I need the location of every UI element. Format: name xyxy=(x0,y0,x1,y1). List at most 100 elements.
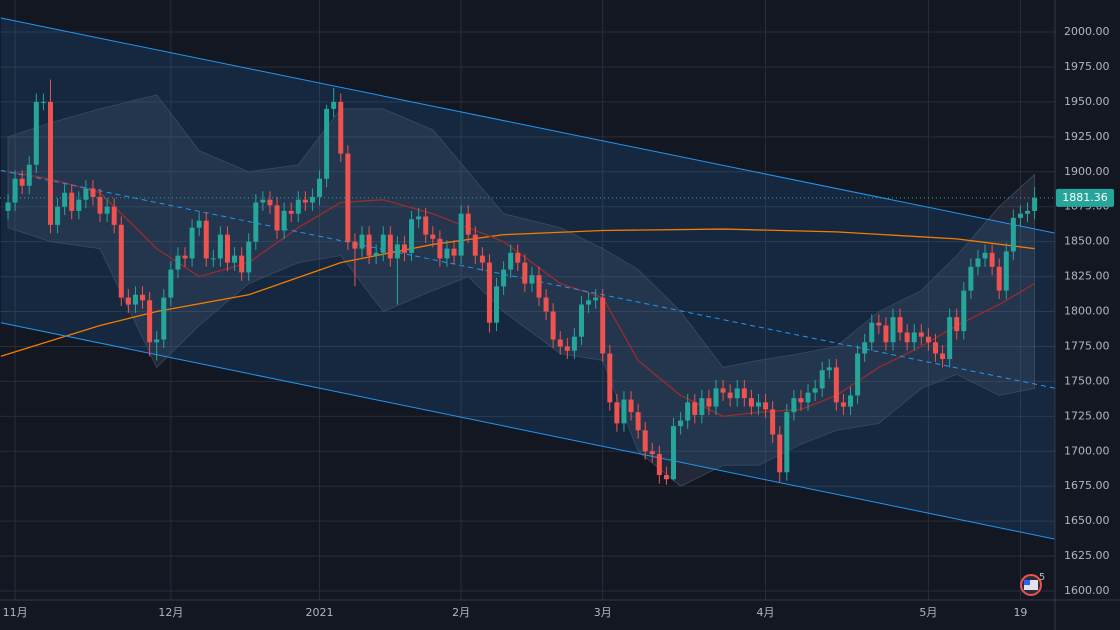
candle-body xyxy=(118,224,124,298)
candle-body xyxy=(890,317,896,343)
candle-body xyxy=(586,300,592,305)
candle-body xyxy=(763,402,769,410)
candle-body xyxy=(713,388,719,407)
candle-body xyxy=(409,219,415,253)
x-tick-label: 2021 xyxy=(306,606,334,619)
candle-body xyxy=(1003,251,1009,291)
candle-body xyxy=(76,199,82,211)
candle-body xyxy=(501,269,507,287)
candle-body xyxy=(848,395,854,407)
candle-body xyxy=(975,258,981,267)
y-tick-label: 1650.00 xyxy=(1064,514,1110,527)
candle-body xyxy=(380,234,386,253)
candle-body xyxy=(69,192,75,211)
candle-body xyxy=(12,178,18,203)
candle-body xyxy=(189,227,195,259)
plot-area xyxy=(0,0,1055,600)
candle-body xyxy=(423,216,429,235)
candle-body xyxy=(550,311,556,340)
candle-body xyxy=(777,434,783,473)
y-tick-label: 1950.00 xyxy=(1064,95,1110,108)
candle-body xyxy=(614,402,620,424)
candle-body xyxy=(621,399,627,424)
candle-body xyxy=(947,317,953,360)
candle-body xyxy=(982,252,988,259)
candle-body xyxy=(932,342,938,354)
candle-body xyxy=(720,388,726,393)
candle-body xyxy=(635,412,641,431)
x-tick-label: 3月 xyxy=(594,606,612,619)
badge-count: 5 xyxy=(1039,572,1045,583)
candle-body xyxy=(352,241,358,249)
candle-body xyxy=(961,290,967,332)
x-tick-label: 19 xyxy=(1013,606,1027,619)
candle-body xyxy=(494,286,500,323)
y-tick-label: 1750.00 xyxy=(1064,374,1110,387)
candle-body xyxy=(111,206,117,225)
candle-body xyxy=(564,346,570,351)
candle-body xyxy=(97,196,103,214)
candle-body xyxy=(302,199,308,203)
candle-body xyxy=(840,402,846,407)
candle-body xyxy=(387,234,393,259)
candle-body xyxy=(373,252,379,256)
candle-body xyxy=(40,101,46,103)
candle-body xyxy=(862,342,868,354)
candle-body xyxy=(1025,210,1031,214)
candle-body xyxy=(5,202,11,211)
candle-body xyxy=(338,101,344,154)
candle-body xyxy=(925,336,931,343)
candle-body xyxy=(855,353,861,396)
x-tick-label: 11月 xyxy=(3,606,28,619)
candle-body xyxy=(246,241,252,273)
candle-body xyxy=(791,398,797,413)
candle-body xyxy=(317,178,323,197)
candle-body xyxy=(954,317,960,332)
x-tick-label: 12月 xyxy=(158,606,183,619)
candle-body xyxy=(968,266,974,291)
candle-body xyxy=(331,101,337,109)
x-tick-label: 2月 xyxy=(452,606,470,619)
candle-body xyxy=(486,262,492,323)
candle-body xyxy=(593,297,599,301)
candle-body xyxy=(706,398,712,407)
candle-body xyxy=(819,370,825,389)
y-tick-label: 1600.00 xyxy=(1064,584,1110,597)
candle-body xyxy=(19,178,25,186)
candle-body xyxy=(911,332,917,343)
candle-body xyxy=(536,275,542,298)
candle-body xyxy=(663,475,669,480)
candle-body xyxy=(324,108,330,179)
candle-body xyxy=(253,202,259,242)
candle-body xyxy=(741,388,747,399)
candle-body xyxy=(267,199,273,206)
candle-body xyxy=(671,426,677,480)
candle-body xyxy=(345,153,351,242)
candle-body xyxy=(557,339,563,347)
session-badge[interactable]: 5 xyxy=(1020,572,1045,596)
candle-body xyxy=(876,322,882,326)
candle-body xyxy=(26,164,32,186)
candle-body xyxy=(1017,213,1023,218)
candle-body xyxy=(47,101,53,225)
candle-body xyxy=(217,234,223,259)
candle-body xyxy=(607,353,613,403)
y-tick-label: 1700.00 xyxy=(1064,444,1110,457)
candle-body xyxy=(515,252,521,263)
candle-body xyxy=(472,234,478,256)
candle-body xyxy=(62,192,68,207)
candle-body xyxy=(578,304,584,337)
candle-body xyxy=(210,258,216,260)
candle-body xyxy=(628,399,634,413)
candle-body xyxy=(458,213,464,256)
candle-body xyxy=(656,454,662,476)
last-price-tag xyxy=(1056,188,1114,207)
candle-body xyxy=(826,367,832,371)
candle-body xyxy=(90,188,96,197)
candle-body xyxy=(508,252,514,270)
candle-body xyxy=(748,398,754,407)
candle-body xyxy=(805,392,811,403)
y-tick-label: 1850.00 xyxy=(1064,235,1110,248)
ma-short xyxy=(7,171,1035,418)
